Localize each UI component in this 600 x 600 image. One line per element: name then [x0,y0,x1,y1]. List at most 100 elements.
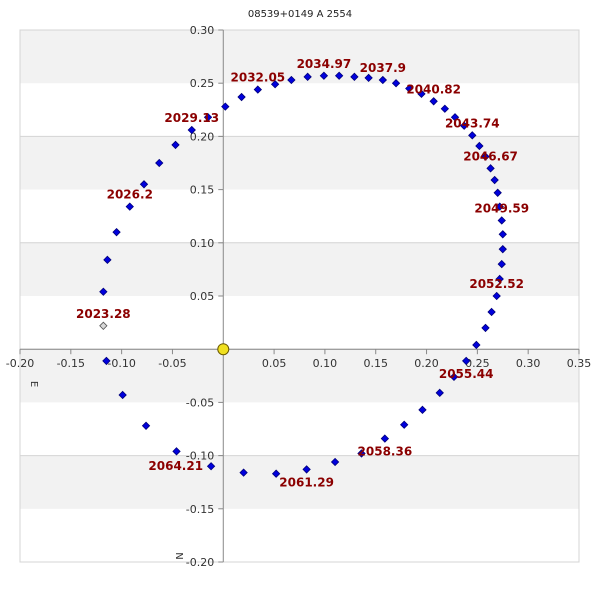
orbit-point [99,287,108,296]
epoch-label: 2029.13 [164,111,219,125]
orbit-point [102,356,111,366]
orbit-point [118,390,127,400]
orbit-point [253,85,262,94]
orbit-point [495,202,504,211]
orbit-point [364,73,373,83]
grid-bands [20,29,579,563]
orbit-point [112,227,121,237]
orbit-point [418,405,427,415]
x-tick-label: -0.20 [6,357,34,370]
epoch-label: 2043.74 [445,116,500,130]
orbit-point [429,97,438,106]
orbit-point [203,113,213,122]
orbit-point [481,152,490,161]
x-tick-label: 0.15 [363,357,388,370]
orbit-point [490,175,499,185]
orbit-point [459,121,469,130]
epoch-label: 2052.52 [469,277,524,291]
y-tick-label: 0.30 [190,24,215,37]
orbit-point [481,323,490,333]
primary-star-marker [217,343,230,356]
orbit-point [498,245,507,254]
orbit-point [380,434,390,443]
epoch-label: 2046.67 [463,149,518,163]
orbit-point [103,255,112,264]
orbit-point [221,102,230,111]
orbit-point [187,125,196,135]
orbit-point [378,75,388,85]
epoch-label: 2026.2 [107,188,153,202]
y-tick-label: 0.10 [190,237,215,250]
orbit-point [334,71,344,80]
tick-labels: -0.20 -0.15 -0.10 -0.05 0.05 0.10 0.15 0.20 0.25… [6,24,591,569]
epoch-label: 2058.36 [358,445,413,459]
epoch-label: 2040.82 [406,82,461,96]
y-tick-label: -0.05 [186,396,214,409]
orbit-point [206,462,216,471]
epoch-label: 2061.29 [279,475,334,489]
y-tick-label: 0.05 [190,290,215,303]
orbit-point [498,230,507,239]
epoch-label: 2037.9 [360,61,406,75]
epoch-label: 2023.28 [76,307,131,321]
orbit-point [139,180,149,189]
orbit-point [472,340,481,350]
orbit-point [493,188,502,197]
north-axis-letter: N [173,552,184,559]
orbit-point [239,468,248,477]
grid-band [20,455,579,509]
x-tick-label: -0.15 [57,357,85,370]
x-tick-label: -0.05 [158,357,186,370]
orbit-point [449,372,459,382]
grid-band [20,136,579,190]
epoch-labels: 2023.28 2026.2 2029.13 2032.05 2034.97 2037.9… [76,57,529,490]
orbit-point [417,89,426,99]
epoch-label: 2064.21 [148,459,203,473]
orbit-point [468,131,477,140]
epoch-label: 2032.05 [231,71,286,85]
grid-band [20,242,579,296]
y-tick-label: 0.25 [190,77,215,90]
y-tick-label: -0.20 [186,556,214,569]
orbit-point [495,274,504,284]
orbit-point [237,92,246,102]
orbit-point [486,164,495,173]
chart-title: 08539+0149 A 2554 [248,9,352,20]
orbit-point [497,216,506,225]
orbit-point [391,79,401,88]
orbit-point [155,158,164,168]
orbit-point [303,72,312,81]
x-tick-label: 0.10 [313,357,338,370]
orbit-point [125,202,134,211]
x-tick-label: 0.25 [465,357,490,370]
orbit-point [475,141,484,151]
orbit-points [99,71,507,478]
orbit-point [405,84,414,93]
orbit-point [319,71,329,80]
orbit-point [270,80,280,89]
x-tick-label: 0.05 [262,357,287,370]
grid-band [20,30,579,84]
orbit-point [435,388,444,397]
y-tick-label: -0.15 [186,503,214,516]
grid-band [20,349,579,403]
orbit-point [497,259,506,269]
x-tick-label: 0.20 [414,357,439,370]
orbit-point [171,140,180,150]
x-tick-label: -0.10 [107,357,135,370]
orbit-point [302,465,311,474]
x-tick-label: 0.35 [567,357,592,370]
epoch-label: 2055.44 [439,367,494,381]
orbit-point [271,469,281,478]
x-tick-label: 0.30 [516,357,541,370]
orbit-point [462,356,471,366]
orbit-point [287,75,296,85]
epoch-label: 2034.97 [297,57,352,71]
first-epoch-point [99,321,108,330]
orbit-point [492,291,501,301]
orbit-point [450,113,460,122]
east-axis-letter: E [28,381,39,387]
orbit-point [487,307,496,317]
